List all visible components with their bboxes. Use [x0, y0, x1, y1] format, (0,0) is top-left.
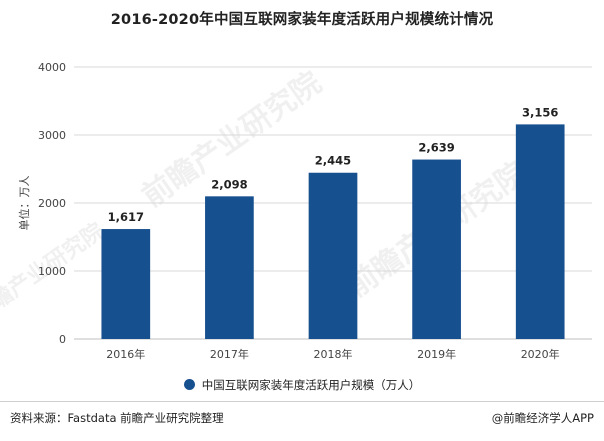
- legend-label: 中国互联网家装年度活跃用户规模（万人）: [201, 378, 421, 392]
- bar: [101, 229, 151, 339]
- brand-credit: @前瞻经济学人APP: [491, 411, 594, 425]
- footer-divider: [0, 401, 604, 402]
- x-tick-label: 2020年: [521, 347, 560, 361]
- source-note: 资料来源：Fastdata 前瞻产业研究院整理: [10, 411, 224, 425]
- x-tick-label: 2018年: [314, 347, 353, 361]
- bar: [412, 159, 461, 339]
- bar: [205, 196, 254, 339]
- x-tick-label: 2016年: [106, 347, 145, 361]
- bar: [515, 124, 565, 339]
- y-tick-label: 2000: [38, 197, 66, 210]
- bar: [308, 172, 358, 339]
- data-label: 1,617: [108, 210, 144, 224]
- data-label: 2,639: [418, 141, 454, 155]
- y-tick-label: 3000: [38, 129, 66, 142]
- y-axis-label: 单位：万人: [17, 176, 31, 231]
- y-tick-label: 1000: [38, 265, 66, 278]
- bar-chart: 0 1000 2000 3000 4000 单位：万人 1,617 2016年 2,098 201…: [17, 61, 592, 361]
- chart-title: 2016-2020年中国互联网家装年度活跃用户规模统计情况: [110, 12, 494, 28]
- legend: 中国互联网家装年度活跃用户规模（万人）: [0, 377, 604, 393]
- x-tick-label: 2017年: [210, 347, 249, 361]
- data-label: 2,098: [211, 177, 247, 191]
- legend-swatch: [183, 379, 195, 390]
- y-tick-label: 0: [59, 333, 66, 346]
- y-tick-label: 4000: [38, 61, 66, 74]
- data-label: 2,445: [315, 154, 351, 168]
- data-label: 3,156: [522, 105, 558, 119]
- x-tick-label: 2019年: [417, 347, 456, 361]
